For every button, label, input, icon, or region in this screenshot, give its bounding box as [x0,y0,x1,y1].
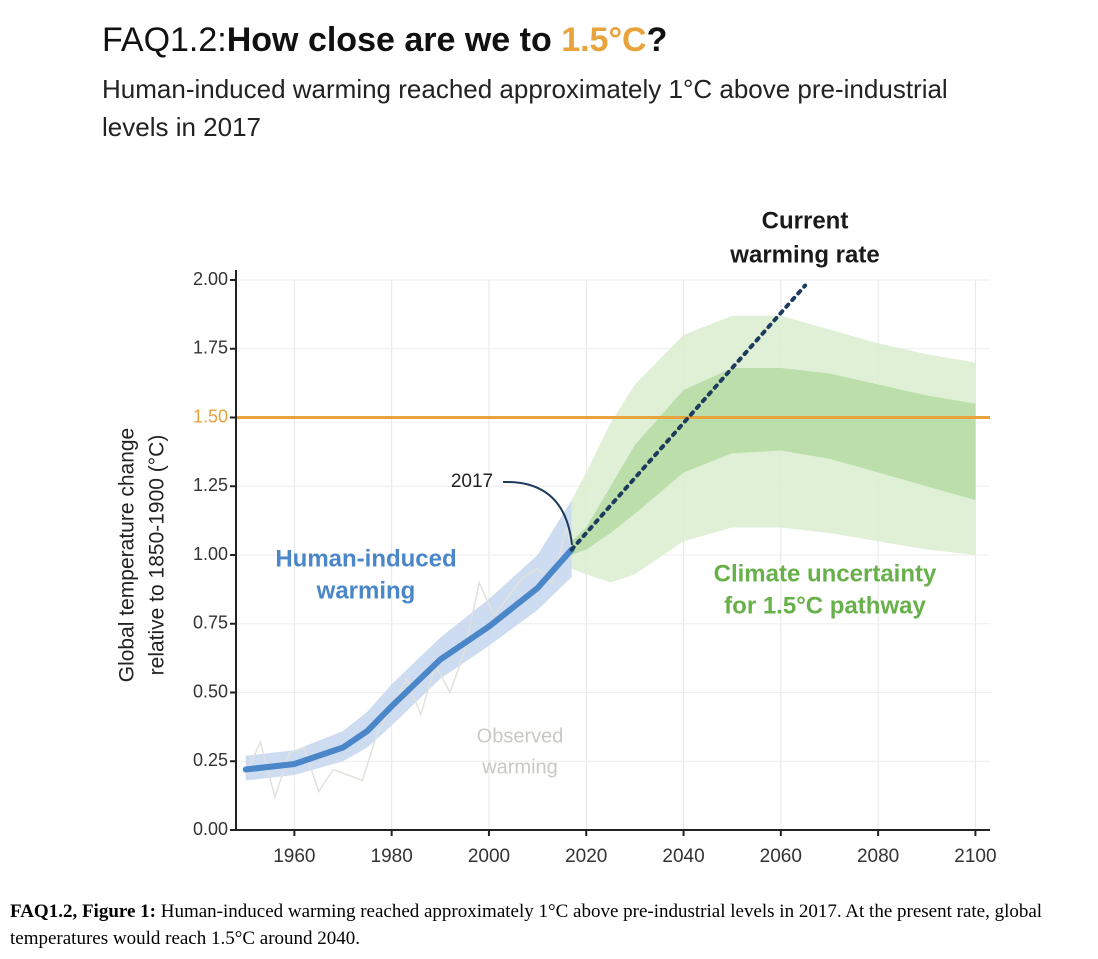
title-part: How close are we to [227,21,552,59]
y-tick-label: 1.50 [193,406,228,426]
y-axis-label: Global temperature change [116,428,139,683]
annotation: warming rate [729,241,879,268]
current-rate-line [569,283,808,552]
caption-text: Human-induced warming reached approximat… [10,901,1043,949]
y-tick-label: 1.75 [193,338,228,358]
caption: FAQ1.2, Figure 1: Human-induced warming … [10,898,1090,952]
uncertainty-band [245,500,572,781]
annotation: for 1.5°C pathway [724,592,926,619]
y-axis-label: relative to 1850-1900 (°C) [146,435,169,676]
y-tick-label: 1.25 [193,475,228,495]
annotation: Human-induced [275,545,456,572]
uncertainty-band [571,368,976,555]
chart-title: FAQ1.2:How close are we to 1.5°C? [102,21,667,59]
annotation-arrow [502,480,573,546]
annotation: Observed [477,725,564,747]
annotation: warming [316,577,416,604]
caption-label: FAQ1.2, Figure 1: [10,901,156,922]
title-part: 1.5°C [561,21,646,59]
y-tick-label: 0.25 [193,750,228,770]
x-tick-label: 2060 [760,846,802,867]
annotation: warming [481,756,558,778]
title-part: FAQ1.2: [102,21,227,59]
x-tick-label: 1960 [273,846,315,867]
human-induced-line [242,546,575,773]
x-tick-label: 2020 [565,846,607,867]
title-part: ? [647,21,668,59]
x-tick-label: 1980 [371,846,413,867]
y-tick-label: 0.75 [193,613,228,633]
y-tick-label: 0.00 [193,819,228,839]
x-tick-label: 2100 [954,846,996,867]
annotation: Current [762,207,849,234]
y-tick-label: 1.00 [193,544,228,564]
x-tick-label: 2040 [662,846,704,867]
annotation: 2017 [451,471,493,492]
annotation: Climate uncertainty [714,560,937,587]
y-tick-label: 0.50 [193,681,228,701]
x-tick-label: 2080 [857,846,899,867]
subtitle: Human-induced warming reached approximat… [102,74,948,142]
x-tick-label: 2000 [468,846,510,867]
observed-line [245,527,573,800]
y-tick-label: 2.00 [193,269,228,289]
